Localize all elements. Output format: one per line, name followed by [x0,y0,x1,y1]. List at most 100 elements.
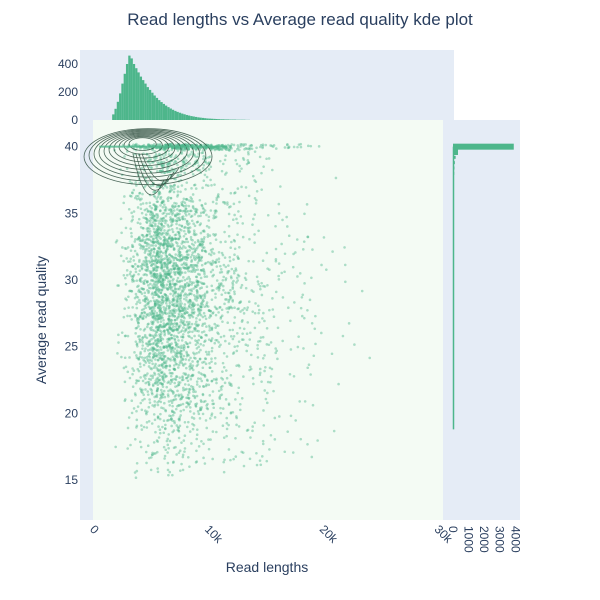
scatter-point [306,309,309,312]
scatter-point [170,409,174,413]
scatter-point [184,187,187,191]
scatter-point [177,267,180,270]
scatter-point [154,382,157,385]
scatter-point [195,383,199,386]
scatter-point [200,301,203,305]
scatter-point [272,315,276,319]
scatter-point [144,157,147,161]
scatter-point [145,426,149,429]
scatter-point [138,191,142,195]
scatter-point [158,374,162,378]
scatter-point [171,404,174,408]
scatter-point [135,317,139,320]
scatter-point [167,312,170,315]
scatter-point [254,180,258,184]
scatter-point [200,294,203,298]
scatter-point [135,424,139,428]
scatter-point [209,248,213,252]
scatter-point [151,356,155,360]
top-histogram-bar [165,105,168,120]
scatter-point [204,333,207,337]
scatter-point [151,315,154,319]
scatter-point [142,393,145,397]
scatter-point [151,266,155,270]
scatter-point [205,406,209,410]
scatter-point [145,265,149,269]
scatter-point [175,328,178,332]
scatter-point [164,143,167,147]
scatter-point [177,147,181,150]
scatter-point [151,305,155,309]
scatter-point [162,419,166,423]
scatter-point [179,469,182,472]
scatter-point [114,445,117,449]
scatter-point [145,234,149,237]
kde-contours [83,128,228,196]
top-histogram-bar [153,95,156,120]
scatter-point [245,308,249,312]
scatter-point [190,311,194,314]
scatter-point [150,310,154,314]
scatter-point [207,383,211,387]
scatter-point [158,169,162,173]
scatter-point [181,286,185,289]
scatter-point [177,237,180,241]
scatter-point [167,446,170,450]
scatter-point [227,306,230,309]
scatter-point [171,473,174,477]
scatter-point [166,231,169,234]
scatter-point [160,395,163,399]
scatter-point [174,352,177,355]
scatter-point [169,207,173,211]
scatter-point [151,296,155,299]
scatter-point [164,147,167,150]
scatter-point [237,425,241,428]
top-histogram-tick-label: 0 [71,113,78,127]
scatter-point [131,245,135,248]
scatter-point [169,267,172,271]
main-plot-area [93,120,443,520]
scatter-point [233,290,236,293]
scatter-point [195,437,199,441]
scatter-point [268,448,271,451]
scatter-point [176,149,180,152]
scatter-point [152,341,156,345]
scatter-point [175,299,179,303]
scatter-point [154,204,158,208]
scatter-point [197,329,200,333]
scatter-point [164,207,168,210]
scatter-point [136,300,139,304]
scatter-point [205,378,209,382]
scatter-point [237,307,240,310]
scatter-point [164,205,167,209]
scatter-point [183,201,187,205]
scatter-point [130,318,133,321]
scatter-point [195,279,199,282]
scatter-point [186,393,190,397]
scatter-point [150,322,154,325]
scatter-point [189,153,192,156]
scatter-point [147,322,150,326]
scatter-point [158,313,161,317]
scatter-point [129,257,133,261]
scatter-point [214,338,218,342]
scatter-point [122,315,126,319]
scatter-point [169,210,173,214]
scatter-point [157,340,161,344]
scatter-point [231,411,235,414]
scatter-point [168,284,172,287]
scatter-point [214,261,218,264]
scatter-point [160,254,163,258]
scatter-point [131,385,135,389]
scatter-point [142,310,146,314]
scatter-point [273,416,277,420]
scatter-point [225,434,228,438]
scatter-point [176,190,180,193]
scatter-point [176,174,179,178]
scatter-point [180,242,184,245]
scatter-point [185,253,189,256]
scatter-point [231,287,235,290]
top-histogram-bar [160,102,163,120]
scatter-point [166,468,170,472]
scatter-point [215,147,218,151]
